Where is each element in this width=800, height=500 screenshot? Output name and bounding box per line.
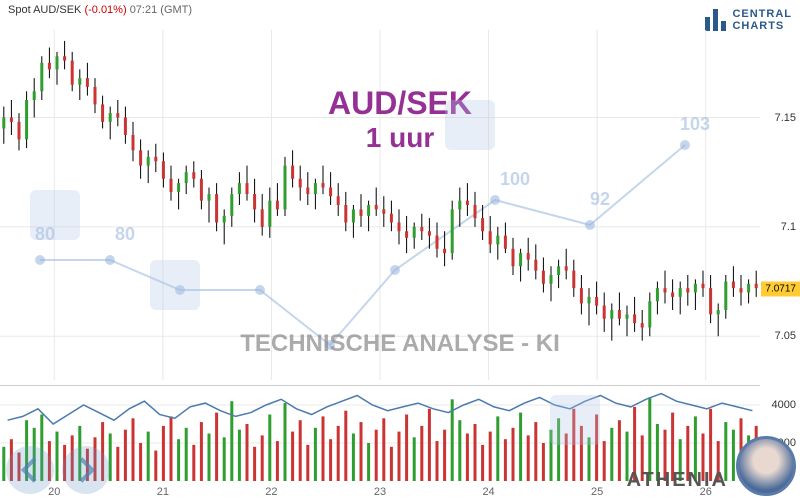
x-tick-label: 23 xyxy=(374,486,386,498)
watermark-arrow-icon xyxy=(150,260,200,310)
price-chart[interactable]: 808010092103 xyxy=(0,30,760,380)
x-tick-label: 21 xyxy=(157,486,169,498)
watermark-compass-icon xyxy=(445,100,495,150)
x-tick-label: 25 xyxy=(591,486,603,498)
athenia-label: ATHENIA xyxy=(627,469,728,492)
logo-line1: CENTRAL xyxy=(732,8,792,20)
vol-y-tick: 4000 xyxy=(772,399,796,411)
header-tz: (GMT) xyxy=(160,4,192,16)
x-tick-label: 20 xyxy=(48,486,60,498)
price-y-axis: 7.05 7.1 7.15 7.0717 xyxy=(760,30,800,380)
svg-text:103: 103 xyxy=(680,114,710,134)
avatar-icon[interactable] xyxy=(736,436,796,496)
y-tick-label: 7.15 xyxy=(775,112,796,124)
watermark-icon xyxy=(30,190,80,240)
svg-text:92: 92 xyxy=(590,189,610,209)
x-tick-label: 24 xyxy=(482,486,494,498)
y-tick-label: 7.1 xyxy=(781,221,796,233)
svg-text:100: 100 xyxy=(500,169,530,189)
svg-text:80: 80 xyxy=(115,224,135,244)
nav-prev-button[interactable] xyxy=(6,446,54,494)
brand-logo: CENTRAL CHARTS xyxy=(705,8,792,32)
watermark-doc-icon xyxy=(550,395,600,445)
nav-next-button[interactable] xyxy=(62,446,110,494)
logo-bars-icon xyxy=(705,9,726,31)
volume-chart[interactable]: 20004000 xyxy=(0,385,760,480)
change-pct: (-0.01%) xyxy=(84,4,126,16)
header-time: 07:21 xyxy=(130,4,158,16)
chart-header: Spot AUD/SEK (-0.01%) 07:21 (GMT) xyxy=(8,4,192,16)
x-tick-label: 22 xyxy=(265,486,277,498)
y-tick-label: 7.05 xyxy=(775,330,796,342)
instrument-name: Spot AUD/SEK xyxy=(8,4,81,16)
current-price-tag: 7.0717 xyxy=(761,281,800,296)
